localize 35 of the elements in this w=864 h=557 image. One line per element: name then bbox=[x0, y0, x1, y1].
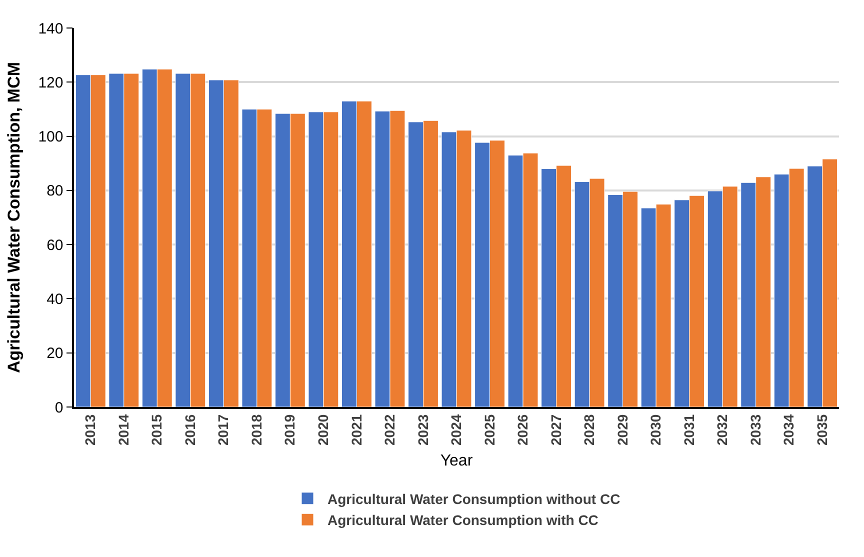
y-tick-label: 60 bbox=[46, 236, 64, 254]
y-tick-label: 20 bbox=[46, 345, 64, 362]
x-tick-label: 2031 bbox=[680, 414, 697, 446]
x-axis-title: Year bbox=[440, 452, 474, 470]
x-tick-label: 2034 bbox=[780, 414, 797, 446]
x-tick-label: 2014 bbox=[115, 414, 132, 446]
x-tick-label: 2030 bbox=[648, 414, 664, 446]
y-tick-label: 40 bbox=[46, 290, 64, 308]
x-tick-label: 2027 bbox=[548, 414, 564, 446]
x-tick-label: 2028 bbox=[581, 414, 598, 446]
y-tick-label: 140 bbox=[38, 20, 64, 38]
legend-label: Agricultural Water Consumption with CC bbox=[328, 512, 598, 528]
x-tick-label: 2018 bbox=[248, 414, 264, 446]
y-tick-label: 0 bbox=[54, 399, 64, 416]
x-tick-label: 2023 bbox=[414, 414, 431, 446]
x-tick-label: 2021 bbox=[348, 414, 364, 446]
x-tick-label: 2035 bbox=[814, 414, 830, 446]
x-tick-label: 2016 bbox=[182, 414, 198, 446]
x-tick-label: 2032 bbox=[714, 414, 730, 446]
x-tick-label: 2026 bbox=[514, 414, 531, 446]
x-tick-label: 2029 bbox=[614, 414, 630, 446]
x-tick-label: 2025 bbox=[481, 414, 498, 446]
x-tick-label: 2022 bbox=[382, 414, 398, 446]
y-axis-title: Agricultural Water Consumption, MCM bbox=[4, 62, 24, 374]
x-tick-label: 2024 bbox=[448, 414, 464, 446]
y-tick-label: 100 bbox=[38, 128, 64, 146]
x-tick-label: 2013 bbox=[82, 414, 98, 446]
x-tick-label: 2033 bbox=[747, 414, 764, 446]
legend-label: Agricultural Water Consumption without CC bbox=[328, 490, 620, 507]
x-tick-label: 2017 bbox=[215, 414, 232, 446]
y-tick-label: 120 bbox=[38, 74, 64, 92]
x-tick-label: 2015 bbox=[148, 414, 165, 446]
x-tick-label: 2019 bbox=[282, 414, 298, 446]
x-tick-label: 2020 bbox=[315, 414, 332, 446]
y-tick-label: 80 bbox=[46, 182, 64, 200]
